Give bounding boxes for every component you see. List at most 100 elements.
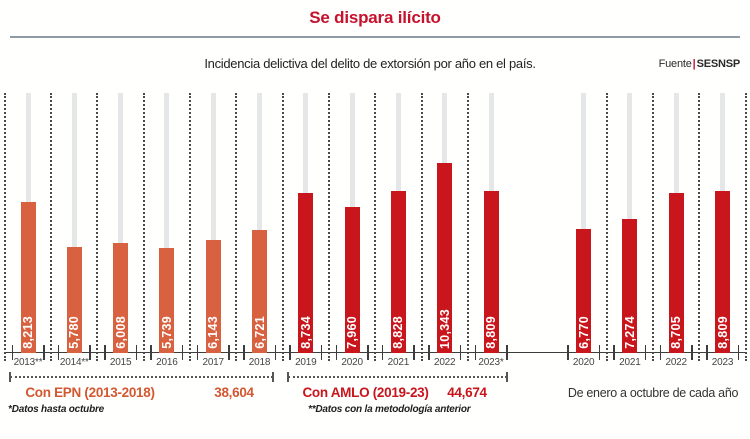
scale-track xyxy=(257,93,262,353)
bar-value-label: 7,960 xyxy=(345,316,360,349)
axis-tick xyxy=(598,345,601,360)
dotted-separator xyxy=(466,93,469,361)
amlo-group-label: Con AMLO (2019-23) xyxy=(302,385,429,400)
year-label-2016: 2016 xyxy=(156,357,178,368)
bracket-cap xyxy=(9,372,11,382)
source-name: SESNSP xyxy=(696,58,741,70)
bar-2016: 5,739 xyxy=(159,247,175,353)
dotted-separator xyxy=(235,93,238,361)
year-label-2020: 2020 xyxy=(572,357,595,368)
source-label: Fuente xyxy=(658,58,692,70)
amlo-bracket xyxy=(287,372,508,382)
bar-value-label: 7,274 xyxy=(622,316,637,349)
page-title: Se dispara ilícito xyxy=(309,8,441,27)
axis-tick xyxy=(459,345,462,360)
dotted-separator xyxy=(605,93,608,361)
year-label-2020: 2020 xyxy=(341,357,363,368)
bar-value-label: 8,828 xyxy=(391,316,406,349)
axis-tick xyxy=(228,345,230,360)
year-label-2018: 2018 xyxy=(248,357,271,368)
axis-tick xyxy=(737,345,739,360)
bar-value-label: 10,343 xyxy=(437,308,452,349)
axis-tick xyxy=(367,345,369,360)
axis-tick xyxy=(89,345,91,360)
bar-2021: 8,828 xyxy=(390,190,406,353)
bracket-cap xyxy=(272,372,274,382)
axis-tick xyxy=(474,345,476,360)
dotted-separator xyxy=(96,93,99,361)
axis-tick xyxy=(43,345,45,360)
axis-tick xyxy=(150,345,152,360)
dotted-separator xyxy=(652,93,655,361)
bar-value-label: 5,780 xyxy=(67,316,82,349)
bar-value-label: 8,809 xyxy=(484,316,498,349)
axis-tick xyxy=(567,345,569,360)
bar-2020: 6,770 xyxy=(576,228,592,353)
dotted-separator xyxy=(50,93,53,361)
axis-tick xyxy=(381,345,384,360)
scale-track xyxy=(210,93,216,353)
scale-track xyxy=(118,93,124,353)
year-label-2023: 2023* xyxy=(478,357,504,368)
axis-tick xyxy=(644,345,647,360)
axis-tick xyxy=(11,345,13,360)
chart-subtitle: Incidencia delictiva del delito de extor… xyxy=(204,56,536,71)
bar-2017: 6,143 xyxy=(205,240,221,353)
bar-2018: 6,721 xyxy=(252,229,267,353)
axis-tick xyxy=(691,345,693,360)
bar-value-label: 6,008 xyxy=(113,316,128,349)
bar-value-label: 8,213 xyxy=(21,316,35,349)
bracket-cap xyxy=(287,372,289,382)
axis-tick xyxy=(289,345,291,360)
right-group-caption: De enero a octubre de cada año xyxy=(567,386,739,400)
bar-value-label: 8,705 xyxy=(669,316,684,349)
dotted-separator xyxy=(281,93,284,361)
footnote-metodologia-anterior: **Datos con la metodología anterior xyxy=(308,404,471,415)
year-label-2021: 2021 xyxy=(387,357,410,368)
year-label-2022: 2022 xyxy=(665,357,687,368)
dotted-separator xyxy=(374,93,377,361)
axis-tick xyxy=(506,345,508,360)
year-label-2017: 2017 xyxy=(202,357,224,368)
bar-2022: 8,705 xyxy=(668,193,684,353)
bar-value-label: 6,721 xyxy=(252,316,267,349)
bar-value-label: 6,143 xyxy=(206,316,221,349)
bar-2020: 7,960 xyxy=(344,206,360,353)
axis-tick xyxy=(428,345,430,360)
dotted-separator xyxy=(3,93,6,361)
scale-track xyxy=(164,93,170,353)
scale-track xyxy=(71,93,77,353)
axis-tick xyxy=(613,345,615,360)
bar-2015: 6,008 xyxy=(113,242,129,353)
axis-tick xyxy=(274,345,276,360)
bar-value-label: 6,770 xyxy=(576,316,591,349)
axis-tick xyxy=(181,345,184,360)
axis-tick xyxy=(320,345,323,360)
source-credit: Fuente|SESNSP xyxy=(658,58,741,70)
year-label-2022: 2022 xyxy=(433,357,456,368)
dotted-separator xyxy=(327,93,330,361)
bar-chart: 8,213 2013** 5,780 2014** 6,008 2015 5,739 2016… xyxy=(0,93,750,368)
footnote-datos-hasta-octubre: *Datos hasta octubre xyxy=(8,404,105,415)
axis-tick xyxy=(135,345,138,360)
axis-tick xyxy=(706,345,708,360)
axis-tick xyxy=(243,345,245,360)
bar-value-label: 5,739 xyxy=(159,316,174,349)
epn-bracket xyxy=(9,372,274,382)
axis-tick xyxy=(413,345,415,360)
dotted-separator xyxy=(142,93,145,361)
amlo-group-total: 44,674 xyxy=(447,385,487,400)
dotted-separator xyxy=(189,93,192,361)
axis-tick xyxy=(57,345,60,360)
axis-tick xyxy=(104,345,106,360)
scale-track xyxy=(581,93,587,353)
axis-tick xyxy=(659,345,662,360)
bar-value-label: 8,734 xyxy=(298,316,313,349)
year-label-2015: 2015 xyxy=(109,357,132,368)
source-separator: | xyxy=(692,58,696,70)
bar-2021: 7,274 xyxy=(622,219,638,353)
year-label-2019: 2019 xyxy=(295,357,317,368)
bracket-cap xyxy=(506,372,508,382)
year-label-2023: 2023 xyxy=(711,357,734,368)
